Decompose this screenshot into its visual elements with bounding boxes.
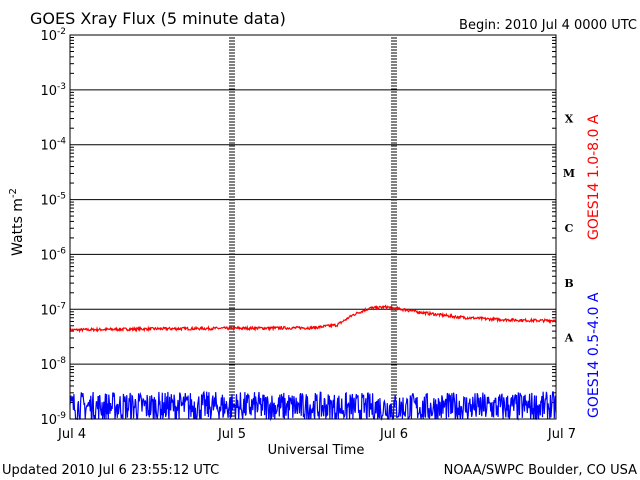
y-tick-label: 10-5 (40, 192, 66, 209)
source-credit: NOAA/SWPC Boulder, CO USA (444, 463, 637, 478)
y-tick-label: 10-8 (40, 356, 66, 373)
y-tick-label: 10-6 (40, 246, 66, 263)
x-tick-label: Jul 5 (217, 427, 246, 442)
updated-timestamp: Updated 2010 Jul 6 23:55:12 UTC (2, 463, 219, 478)
x-tick-label: Jul 6 (379, 427, 408, 442)
flare-class-label: B (564, 277, 573, 290)
flare-class-label: C (565, 222, 574, 235)
plot-frame (69, 34, 557, 420)
y-tick-label: 10-3 (40, 82, 66, 99)
x-axis-label: Universal Time (268, 443, 365, 458)
y-tick-labels: 10-2 10-3 10-4 10-5 10-6 10-7 10-8 10-9 (40, 27, 66, 428)
chart-title: GOES Xray Flux (5 minute data) (30, 9, 286, 28)
y-tick-label: 10-7 (40, 301, 66, 318)
flare-class-label: M (563, 167, 575, 180)
x-tick-label: Jul 7 (547, 427, 576, 442)
y-tick-label: 10-4 (40, 137, 66, 154)
x-tick-labels: Jul 4 Jul 5 Jul 6 Jul 7 (57, 427, 576, 442)
flare-class-label: X (565, 112, 574, 125)
y-tick-label: 10-9 (40, 411, 66, 428)
flare-class-label: A (564, 332, 574, 345)
series-line-short-wavelength (69, 390, 557, 422)
grid-lines (70, 34, 556, 417)
legend-blue-series: GOES14 0.5-4.0 A (586, 292, 602, 418)
x-tick-label: Jul 4 (57, 427, 86, 442)
series-layer (69, 304, 557, 422)
begin-label: Begin: 2010 Jul 4 0000 UTC (459, 18, 637, 33)
series-line-long-wavelength (69, 304, 557, 334)
y-tick-label: 10-2 (40, 27, 66, 44)
legend-red-series: GOES14 1.0-8.0 A (586, 114, 602, 240)
y-axis-label: Watts m-2 (8, 188, 26, 256)
flare-class-labels: X M C B A (563, 112, 575, 344)
